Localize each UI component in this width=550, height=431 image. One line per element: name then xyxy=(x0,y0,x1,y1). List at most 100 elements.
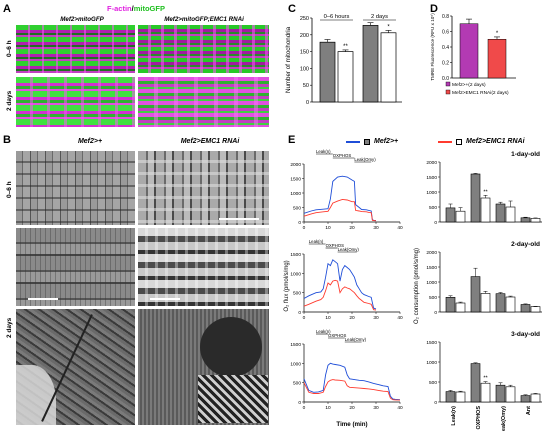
panel-a-col1-title: Mef2>mitoGFP xyxy=(60,16,104,23)
e-bar xyxy=(495,203,506,223)
d-legend-swatch xyxy=(445,81,451,87)
c-ytick-label: 250 xyxy=(300,16,309,22)
e-trace-xtick-label: 30 xyxy=(373,315,379,321)
panel-d-chart: 0.0 0.2 0.4 0.6 0.8 TMRE Fluorescence (RFU x … xyxy=(430,13,516,96)
e-bar xyxy=(445,297,456,313)
e-bar-category-label: Ant xyxy=(526,406,532,415)
header-mitogfp: mitoGFP xyxy=(133,4,165,13)
d-ytick-label: 0.8 xyxy=(442,14,449,20)
e-trace-xtick-label: 10 xyxy=(325,225,331,231)
panel-c-label: C xyxy=(288,3,296,15)
e-trace-red-line xyxy=(303,279,377,311)
e-trace-ytick-label: 500 xyxy=(293,206,301,212)
e-bar-ytick-label: 500 xyxy=(429,380,437,386)
header-sep: / xyxy=(131,4,134,13)
e-trace-red-line xyxy=(303,379,401,401)
panel-b-label: B xyxy=(3,134,11,146)
e-bar-ytick-label: 500 xyxy=(429,205,437,211)
e-phase-label: OXPHOS xyxy=(328,333,347,338)
panel-a-img-rnai-2d xyxy=(137,76,270,128)
e-phase-label: Leak(n) xyxy=(309,239,324,244)
legend-gray-box-icon xyxy=(364,138,370,145)
e-trace-ytick-label: 1500 xyxy=(290,252,301,258)
e-phase-label: Leak(Omy) xyxy=(338,247,360,252)
e-trace-ytick-label: 500 xyxy=(293,381,301,387)
e-trace-xtick-label: 0 xyxy=(303,225,306,231)
panel-b-row2-label: 2 days xyxy=(6,317,13,339)
e-bar xyxy=(505,206,516,223)
e-trace-xlabel: Time (min) xyxy=(336,421,367,428)
d-legend-text: Mef2>+(2 days) xyxy=(452,82,486,88)
legend-white-box-icon xyxy=(456,138,462,145)
c-ytick-label: 0 xyxy=(306,100,309,106)
e-trace-red-line xyxy=(303,198,377,222)
panel-e-legend-rnai: Mef2>EMC1 RNAi xyxy=(438,138,525,145)
c-ytick-label: 50 xyxy=(303,83,309,89)
e-trace-ytick-label: 1000 xyxy=(290,191,301,197)
d-legend-text: Mef2>EMC1 RNAi(2 days) xyxy=(452,90,509,96)
e-bar xyxy=(520,217,531,223)
e-trace-xtick-label: 0 xyxy=(303,405,306,411)
e-phase-label: Leak(n) xyxy=(316,149,331,154)
e-trace-ytick-label: 500 xyxy=(293,291,301,297)
d-legend-swatch xyxy=(445,89,451,95)
e-trace-blue-line xyxy=(303,362,401,401)
legend-ctrl-text: Mef2>+ xyxy=(374,138,399,145)
e-bar xyxy=(495,293,506,313)
e-bar-ytick-label: 1000 xyxy=(426,190,437,196)
e-bar-ytick-label: 1500 xyxy=(426,265,437,271)
panel-e-label: E xyxy=(288,134,296,146)
d-ytick-label: 0.2 xyxy=(442,61,449,67)
e-trace-blue-line xyxy=(303,175,377,221)
e-bar xyxy=(455,391,466,403)
panel-b-col1-title: Mef2>+ xyxy=(77,138,103,145)
panel-a-row2-label: 2 days xyxy=(6,90,13,112)
c-ytick-label: 200 xyxy=(300,33,309,39)
e-bar xyxy=(495,384,506,403)
e-trace-xtick-label: 10 xyxy=(325,405,331,411)
panel-b-em-rnai-2d-low xyxy=(137,227,270,307)
e-bar xyxy=(530,218,541,223)
e-trace-ylabel: O₂ flux (pmol/s/mg) xyxy=(284,260,290,311)
e-bar xyxy=(530,393,541,403)
panel-b-em-ctrl-0h xyxy=(15,150,136,226)
e-bar-ytick-label: 1000 xyxy=(426,280,437,286)
e-trace-xtick-label: 30 xyxy=(373,225,379,231)
e-trace-ytick-label: 1000 xyxy=(290,361,301,367)
e-trace-ytick-label: 1500 xyxy=(290,342,301,348)
panel-b-em-ctrl-2d-low xyxy=(15,227,136,307)
panel-e-bars: 0 500 1000 1500 2000 1-day-old ** 0 500 1000 1500 2… xyxy=(414,151,542,431)
panel-b-em-ctrl-2d-high xyxy=(15,308,136,426)
e-bar xyxy=(480,382,491,403)
e-bar xyxy=(505,296,516,313)
d-ytick-label: 0.6 xyxy=(442,30,449,36)
e-bar xyxy=(470,173,481,223)
e-trace-xtick-label: 40 xyxy=(397,315,403,321)
e-bar-ytick-label: 2000 xyxy=(426,250,437,256)
e-bar-ytick-label: 0 xyxy=(434,310,437,316)
e-trace-xtick-label: 30 xyxy=(373,405,379,411)
panel-b-em-rnai-2d-high xyxy=(137,308,270,426)
e-phase-label: Leak(Omy) xyxy=(354,157,376,162)
panel-a-header: F-actin/mitoGFP xyxy=(0,4,272,13)
e-trace-ytick-label: 2000 xyxy=(290,162,301,168)
d-bar xyxy=(487,39,507,79)
e-bar-sig: ** xyxy=(483,376,488,382)
e-trace-ytick-label: 1500 xyxy=(290,177,301,183)
e-phase-label: Leak(Omy) xyxy=(345,337,367,342)
legend-blue-line-icon xyxy=(346,140,360,143)
e-trace-xtick-label: 20 xyxy=(349,225,355,231)
e-bar xyxy=(520,395,531,403)
panel-b-row1-label: 0–6 h xyxy=(6,181,13,199)
c-ytick-label: 150 xyxy=(300,50,309,56)
e-bar-ytick-label: 1500 xyxy=(426,175,437,181)
e-bar-ytick-label: 0 xyxy=(434,400,437,406)
e-bar xyxy=(505,386,516,403)
panel-e-legend-ctrl: Mef2>+ xyxy=(346,138,398,145)
e-trace-xtick-label: 40 xyxy=(397,225,403,231)
e-bar-title: 3-day-old xyxy=(511,331,540,338)
panel-b-em-rnai-0h xyxy=(137,150,270,226)
e-bar-category-label: OXPHOS xyxy=(476,406,482,430)
c-bar xyxy=(362,25,379,103)
e-bar-ytick-label: 500 xyxy=(429,295,437,301)
